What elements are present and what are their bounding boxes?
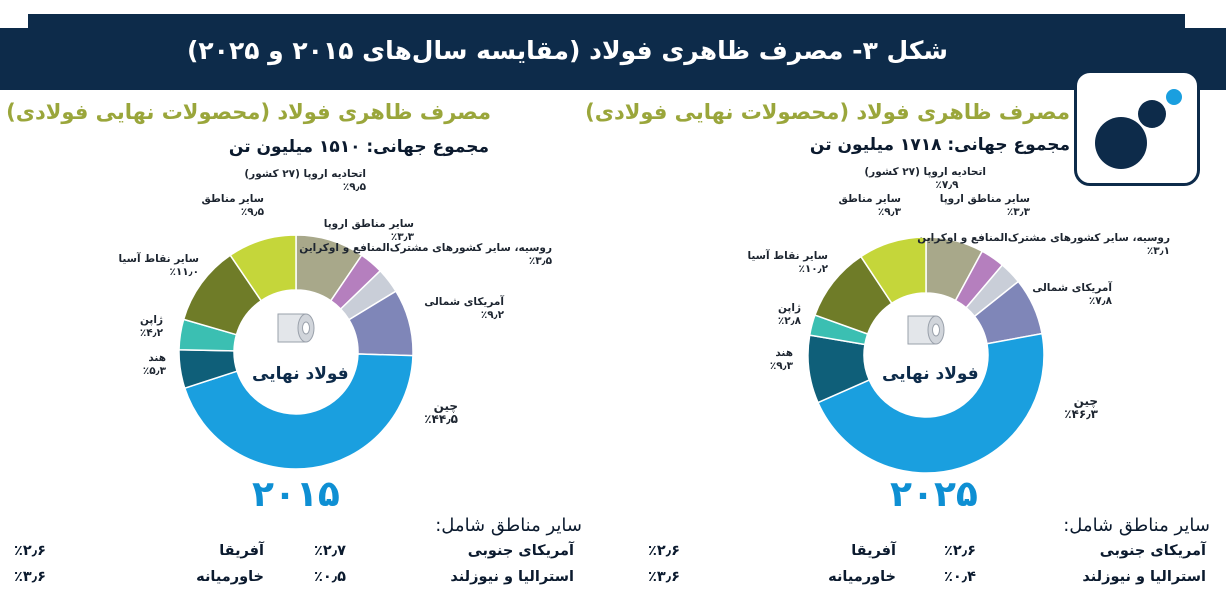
note-2015-value-b-2: ٪۳٫۶ [14, 569, 46, 585]
label-2025-india: هند ٪۹٫۳ [769, 347, 793, 372]
note-2025-value-a-1: ٪۲٫۶ [944, 543, 976, 559]
label-2015-cis: روسیه، سایر کشورهای مشترک‌المنافع و اوکر… [299, 242, 552, 267]
center-label-2015: فولاد نهایی [252, 364, 349, 384]
note-2025-region-a-2: استرالیا و نیوزلند [1082, 569, 1206, 585]
note-2015-heading: سایر مناطق شامل: [435, 515, 582, 536]
slice-2025-4 [817, 332, 1045, 474]
title-bar [0, 28, 1226, 90]
panel-2015-subtitle: مجموع جهانی: ۱۵۱۰ میلیون تن [228, 137, 489, 157]
note-2015-region-b-1: آفریقا [219, 543, 264, 559]
label-2015-china: چین ٪۴۴٫۵ [424, 399, 458, 426]
note-2025-value-b-2: ٪۳٫۶ [648, 569, 680, 585]
coil-icons [277, 313, 945, 345]
panel-2025-subtitle: مجموع جهانی: ۱۷۱۸ میلیون تن [809, 135, 1070, 155]
coil-icon-2015 [277, 313, 315, 343]
label-2025-north-america: آمریکای شمالی ٪۷٫۸ [1032, 282, 1112, 307]
note-2015-region-b-2: خاورمیانه [196, 569, 264, 585]
top-accent-bar [28, 14, 1185, 28]
label-2015-other-europe: سایر مناطق اروپا ٪۳٫۳ [323, 218, 414, 243]
year-label-2015: ۲۰۱۵ [252, 474, 340, 515]
note-2015-value-a-2: ٪۰٫۵ [314, 569, 346, 585]
note-2025-value-a-2: ٪۰٫۴ [944, 569, 976, 585]
label-2025-other-regions: سایر مناطق ٪۹٫۳ [838, 193, 901, 218]
label-2015-other-asia: سایر نقاط آسیا ٪۱۱٫۰ [118, 253, 199, 278]
donut-chart-2025 [807, 236, 1045, 474]
slice-2025-8 [859, 236, 927, 305]
label-2015-eu: اتحادیه اروپا (۲۷ کشور) ٪۹٫۵ [244, 168, 366, 193]
label-2025-japan: ژاپن ٪۲٫۸ [777, 302, 801, 327]
note-2025-region-b-1: آفریقا [851, 543, 896, 559]
label-2025-other-asia: سایر نقاط آسیا ٪۱۰٫۲ [747, 250, 828, 275]
label-2025-other-europe: سایر مناطق اروپا ٪۳٫۳ [939, 193, 1030, 218]
coil-icon-2025 [907, 315, 945, 345]
label-2015-japan: ژاپن ٪۴٫۲ [139, 314, 163, 339]
slice-2015-4 [183, 353, 414, 470]
logo-circles-icon [1095, 89, 1182, 169]
note-2015-value-a-1: ٪۲٫۷ [314, 543, 346, 559]
label-2025-cis: روسیه، سایر کشورهای مشترک‌المنافع و اوکر… [917, 232, 1170, 257]
note-2025-value-b-1: ٪۲٫۶ [648, 543, 680, 559]
label-2025-china: چین ٪۴۶٫۳ [1064, 394, 1098, 421]
logo [1074, 70, 1200, 186]
center-label-2025: فولاد نهایی [882, 364, 979, 384]
slice-2015-8 [229, 234, 297, 302]
note-2025-region-a-1: آمریکای جنوبی [1099, 543, 1206, 559]
note-2015-value-b-1: ٪۲٫۶ [14, 543, 46, 559]
note-2015-region-a-1: آمریکای جنوبی [467, 543, 574, 559]
label-2025-eu: اتحادیه اروپا (۲۷ کشور) ٪۷٫۹ [864, 166, 986, 191]
label-2015-north-america: آمریکای شمالی ٪۹٫۲ [424, 296, 504, 321]
label-2015-other-regions: سایر مناطق ٪۹٫۵ [201, 193, 264, 218]
figure-title: شکل ۳- مصرف ظاهری فولاد (مقایسه سال‌های … [186, 36, 948, 65]
note-2025-region-b-2: خاورمیانه [828, 569, 896, 585]
note-2015-region-a-2: استرالیا و نیوزلند [450, 569, 574, 585]
label-2015-india: هند ٪۵٫۳ [142, 352, 166, 377]
panel-2015-title: مصرف ظاهری فولاد (محصولات نهایی فولادی) [6, 100, 491, 124]
note-2025-heading: سایر مناطق شامل: [1063, 515, 1210, 536]
donut-chart-2015 [178, 234, 414, 470]
year-label-2025: ۲۰۲۵ [890, 474, 978, 515]
panel-2025-title: مصرف ظاهری فولاد (محصولات نهایی فولادی) [585, 100, 1070, 124]
